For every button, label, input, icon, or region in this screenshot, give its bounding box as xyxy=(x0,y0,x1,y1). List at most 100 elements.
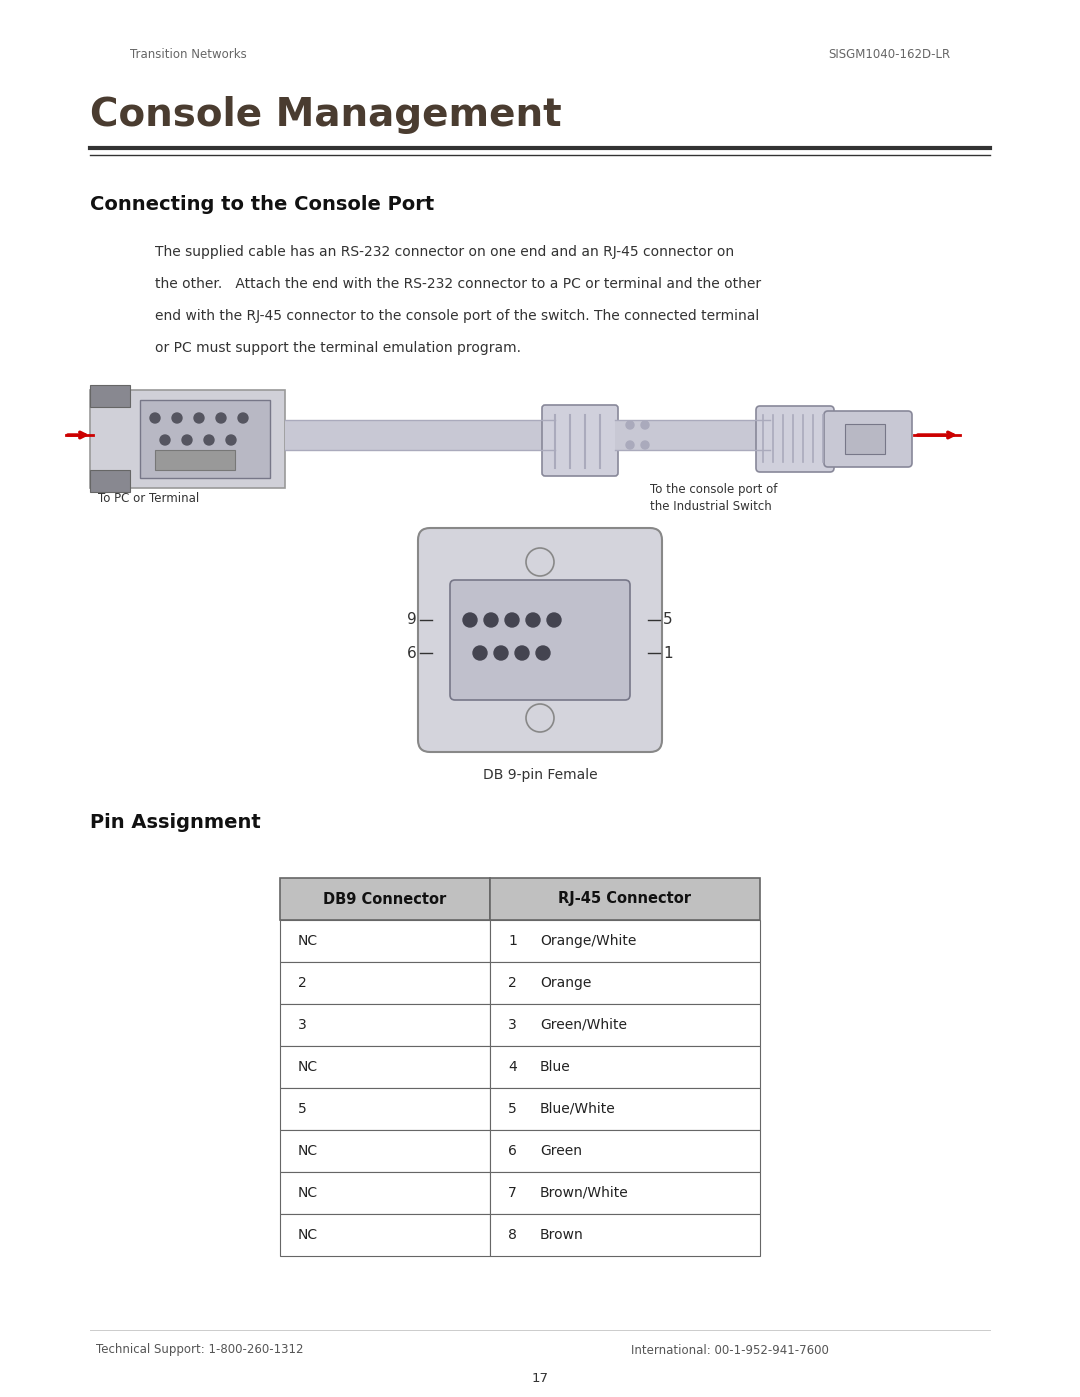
Bar xyxy=(280,921,490,963)
Circle shape xyxy=(160,434,170,446)
Text: Brown: Brown xyxy=(540,1228,584,1242)
Circle shape xyxy=(526,613,540,627)
Circle shape xyxy=(226,434,237,446)
Bar xyxy=(280,1088,490,1130)
Text: 7: 7 xyxy=(508,1186,516,1200)
Bar xyxy=(490,1046,760,1088)
Text: DB9 Connector: DB9 Connector xyxy=(323,891,447,907)
FancyBboxPatch shape xyxy=(450,580,630,700)
Text: 3: 3 xyxy=(508,1018,516,1032)
Text: 5: 5 xyxy=(663,612,673,627)
Text: or PC must support the terminal emulation program.: or PC must support the terminal emulatio… xyxy=(156,341,521,355)
Text: NC: NC xyxy=(298,935,319,949)
Text: 9: 9 xyxy=(407,612,417,627)
Bar xyxy=(490,877,760,921)
Text: International: 00-1-952-941-7600: International: 00-1-952-941-7600 xyxy=(631,1344,829,1356)
Text: the Industrial Switch: the Industrial Switch xyxy=(650,500,772,514)
Circle shape xyxy=(473,645,487,659)
Circle shape xyxy=(150,414,160,423)
Text: Technical Support: 1-800-260-1312: Technical Support: 1-800-260-1312 xyxy=(96,1344,303,1356)
Text: 5: 5 xyxy=(298,1102,307,1116)
FancyBboxPatch shape xyxy=(542,405,618,476)
Circle shape xyxy=(238,414,248,423)
Text: NC: NC xyxy=(298,1060,319,1074)
Text: 6: 6 xyxy=(508,1144,517,1158)
Text: 1: 1 xyxy=(663,645,673,661)
Bar xyxy=(285,420,555,450)
Text: NC: NC xyxy=(298,1144,319,1158)
Text: 2: 2 xyxy=(298,977,307,990)
Circle shape xyxy=(183,434,192,446)
Bar xyxy=(490,1088,760,1130)
Circle shape xyxy=(536,645,550,659)
Text: Green/White: Green/White xyxy=(540,1018,627,1032)
Text: DB 9-pin Female: DB 9-pin Female xyxy=(483,768,597,782)
Circle shape xyxy=(204,434,214,446)
Text: To the console port of: To the console port of xyxy=(650,483,778,496)
Text: 2: 2 xyxy=(508,977,516,990)
Text: 17: 17 xyxy=(531,1372,549,1384)
Bar xyxy=(845,425,885,454)
Text: To PC or Terminal: To PC or Terminal xyxy=(98,492,199,504)
Bar xyxy=(490,921,760,963)
Text: NC: NC xyxy=(298,1228,319,1242)
Circle shape xyxy=(526,548,554,576)
Text: the other.   Attach the end with the RS-232 connector to a PC or terminal and th: the other. Attach the end with the RS-23… xyxy=(156,277,761,291)
Polygon shape xyxy=(140,400,270,478)
Bar xyxy=(280,1004,490,1046)
Text: Orange/White: Orange/White xyxy=(540,935,636,949)
FancyBboxPatch shape xyxy=(824,411,912,467)
Circle shape xyxy=(626,441,634,448)
Bar xyxy=(490,1130,760,1172)
Text: end with the RJ-45 connector to the console port of the switch. The connected te: end with the RJ-45 connector to the cons… xyxy=(156,309,759,323)
Bar xyxy=(90,469,130,492)
Text: The supplied cable has an RS-232 connector on one end and an RJ-45 connector on: The supplied cable has an RS-232 connect… xyxy=(156,244,734,258)
Circle shape xyxy=(505,613,519,627)
Text: Transition Networks: Transition Networks xyxy=(130,49,246,61)
Text: Orange: Orange xyxy=(540,977,592,990)
Bar xyxy=(280,1214,490,1256)
Text: 6: 6 xyxy=(407,645,417,661)
Text: 4: 4 xyxy=(508,1060,516,1074)
Bar xyxy=(280,877,490,921)
Circle shape xyxy=(172,414,183,423)
Circle shape xyxy=(484,613,498,627)
Text: NC: NC xyxy=(298,1186,319,1200)
Circle shape xyxy=(494,645,508,659)
Bar xyxy=(490,1004,760,1046)
Text: 1: 1 xyxy=(508,935,517,949)
Circle shape xyxy=(546,613,561,627)
Bar xyxy=(156,450,235,469)
Bar xyxy=(490,1214,760,1256)
Bar xyxy=(90,386,130,407)
Circle shape xyxy=(515,645,529,659)
Text: Pin Assignment: Pin Assignment xyxy=(90,813,260,831)
Circle shape xyxy=(194,414,204,423)
Bar xyxy=(280,1172,490,1214)
Text: Green: Green xyxy=(540,1144,582,1158)
Text: 5: 5 xyxy=(508,1102,516,1116)
Text: 3: 3 xyxy=(298,1018,307,1032)
Polygon shape xyxy=(90,390,285,488)
Circle shape xyxy=(526,704,554,732)
Text: Blue: Blue xyxy=(540,1060,570,1074)
Bar xyxy=(280,1130,490,1172)
Circle shape xyxy=(642,420,649,429)
Circle shape xyxy=(463,613,477,627)
Text: Blue/White: Blue/White xyxy=(540,1102,616,1116)
Bar xyxy=(490,1172,760,1214)
Text: 8: 8 xyxy=(508,1228,517,1242)
FancyBboxPatch shape xyxy=(418,528,662,752)
Bar xyxy=(280,963,490,1004)
Circle shape xyxy=(626,420,634,429)
Bar xyxy=(615,420,770,450)
Circle shape xyxy=(642,441,649,448)
FancyBboxPatch shape xyxy=(756,407,834,472)
Bar xyxy=(280,1046,490,1088)
Circle shape xyxy=(216,414,226,423)
Text: Connecting to the Console Port: Connecting to the Console Port xyxy=(90,196,434,215)
Bar xyxy=(490,963,760,1004)
Text: Console Management: Console Management xyxy=(90,96,562,134)
Text: RJ-45 Connector: RJ-45 Connector xyxy=(558,891,691,907)
Text: Brown/White: Brown/White xyxy=(540,1186,629,1200)
